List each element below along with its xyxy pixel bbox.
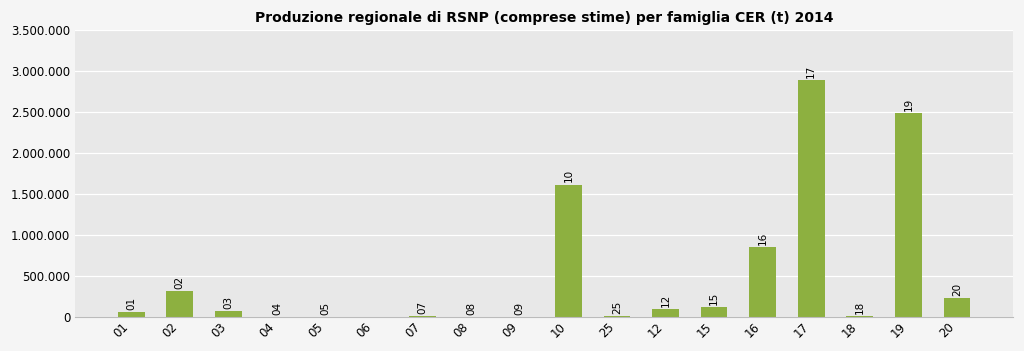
Bar [410,316,436,317]
Text: 01: 01 [126,296,136,310]
Text: 20: 20 [952,283,962,296]
Bar [750,247,776,317]
Bar [700,307,727,317]
Text: 09: 09 [515,302,524,315]
Bar [652,309,679,317]
Bar [167,291,194,317]
Text: 18: 18 [855,301,865,314]
Bar [215,311,242,317]
Text: 17: 17 [806,64,816,78]
Text: 07: 07 [418,300,428,314]
Bar [798,80,824,317]
Text: 10: 10 [563,170,573,183]
Text: 04: 04 [272,302,282,314]
Text: 05: 05 [321,302,331,315]
Bar [555,185,582,317]
Text: 16: 16 [758,232,768,245]
Bar [118,312,144,317]
Text: 12: 12 [660,294,671,307]
Text: 08: 08 [466,302,476,315]
Bar [847,316,873,317]
Text: 15: 15 [709,291,719,305]
Title: Produzione regionale di RSNP (comprese stime) per famiglia CER (t) 2014: Produzione regionale di RSNP (comprese s… [255,11,834,25]
Text: 03: 03 [223,296,233,309]
Text: 02: 02 [175,276,184,289]
Text: 19: 19 [903,98,913,111]
Bar [895,113,922,317]
Text: 25: 25 [612,301,622,314]
Bar [943,298,971,317]
